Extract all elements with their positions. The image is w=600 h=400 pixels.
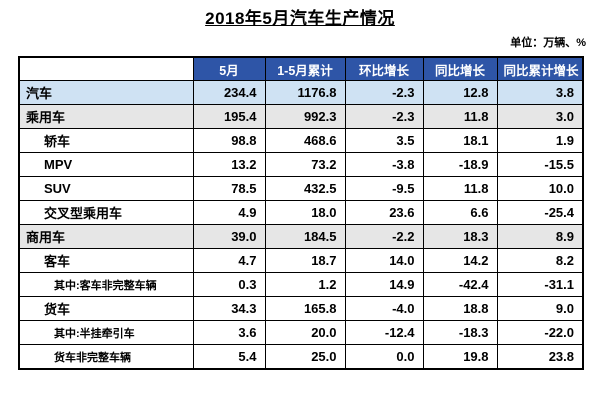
cell-ytd-yoy: -15.5 xyxy=(496,152,584,177)
cell-yoy: -18.9 xyxy=(422,152,498,177)
cell-yoy: 6.6 xyxy=(422,200,498,225)
table-row: 汽车 234.4 1176.8 -2.3 12.8 3.8 xyxy=(18,80,584,105)
cell-yoy: 18.8 xyxy=(422,296,498,321)
row-label: 汽车 xyxy=(18,80,194,105)
row-label: 其中:客车非完整车辆 xyxy=(18,272,194,297)
cell-may: 234.4 xyxy=(192,80,266,105)
row-label: 轿车 xyxy=(18,128,194,153)
column-header-ytd: 1-5月累计 xyxy=(264,56,346,81)
table-row: 货车非完整车辆 5.4 25.0 0.0 19.8 23.8 xyxy=(18,344,584,370)
cell-mom: -4.0 xyxy=(344,296,424,321)
cell-ytd: 1176.8 xyxy=(264,80,346,105)
cell-ytd-yoy: -25.4 xyxy=(496,200,584,225)
cell-mom: -2.3 xyxy=(344,104,424,129)
cell-mom: -12.4 xyxy=(344,320,424,345)
header-row: 5月 1-5月累计 环比增长 同比增长 同比累计增长 xyxy=(18,56,584,81)
column-header-may: 5月 xyxy=(192,56,266,81)
cell-ytd-yoy: 3.0 xyxy=(496,104,584,129)
table-row: SUV 78.5 432.5 -9.5 11.8 10.0 xyxy=(18,176,584,201)
cell-ytd-yoy: 8.2 xyxy=(496,248,584,273)
table-row: 乘用车 195.4 992.3 -2.3 11.8 3.0 xyxy=(18,104,584,129)
cell-may: 39.0 xyxy=(192,224,266,249)
row-label: 乘用车 xyxy=(18,104,194,129)
cell-may: 4.7 xyxy=(192,248,266,273)
column-header-mom: 环比增长 xyxy=(344,56,424,81)
row-label: 交叉型乘用车 xyxy=(18,200,194,225)
cell-ytd: 432.5 xyxy=(264,176,346,201)
cell-ytd-yoy: 23.8 xyxy=(496,344,584,370)
cell-yoy: 11.8 xyxy=(422,176,498,201)
cell-ytd-yoy: 9.0 xyxy=(496,296,584,321)
cell-ytd: 1.2 xyxy=(264,272,346,297)
cell-mom: -9.5 xyxy=(344,176,424,201)
cell-ytd: 18.7 xyxy=(264,248,346,273)
cell-yoy: -18.3 xyxy=(422,320,498,345)
column-header-ytd-yoy: 同比累计增长 xyxy=(496,56,584,81)
cell-ytd: 25.0 xyxy=(264,344,346,370)
cell-yoy: 14.2 xyxy=(422,248,498,273)
cell-yoy: -42.4 xyxy=(422,272,498,297)
cell-may: 195.4 xyxy=(192,104,266,129)
unit-label: 单位：万辆、% xyxy=(510,37,586,49)
table-row: 客车 4.7 18.7 14.0 14.2 8.2 xyxy=(18,248,584,273)
cell-ytd-yoy: 10.0 xyxy=(496,176,584,201)
cell-mom: 3.5 xyxy=(344,128,424,153)
cell-yoy: 12.8 xyxy=(422,80,498,105)
cell-yoy: 18.1 xyxy=(422,128,498,153)
cell-yoy: 18.3 xyxy=(422,224,498,249)
cell-ytd: 20.0 xyxy=(264,320,346,345)
cell-ytd: 73.2 xyxy=(264,152,346,177)
cell-may: 3.6 xyxy=(192,320,266,345)
column-header-blank xyxy=(18,56,194,81)
cell-mom: 23.6 xyxy=(344,200,424,225)
cell-mom: -3.8 xyxy=(344,152,424,177)
cell-ytd: 165.8 xyxy=(264,296,346,321)
row-label: SUV xyxy=(18,176,194,201)
row-label: 客车 xyxy=(18,248,194,273)
table-row: 货车 34.3 165.8 -4.0 18.8 9.0 xyxy=(18,296,584,321)
production-table: 5月 1-5月累计 环比增长 同比增长 同比累计增长 汽车 234.4 1176.8… xyxy=(18,56,584,370)
cell-ytd: 992.3 xyxy=(264,104,346,129)
column-header-yoy: 同比增长 xyxy=(422,56,498,81)
cell-may: 34.3 xyxy=(192,296,266,321)
cell-ytd-yoy: 8.9 xyxy=(496,224,584,249)
page-title: 2018年5月汽车生产情况 xyxy=(205,9,395,28)
cell-may: 4.9 xyxy=(192,200,266,225)
cell-ytd-yoy: 3.8 xyxy=(496,80,584,105)
cell-yoy: 11.8 xyxy=(422,104,498,129)
cell-may: 13.2 xyxy=(192,152,266,177)
cell-ytd-yoy: -22.0 xyxy=(496,320,584,345)
cell-may: 98.8 xyxy=(192,128,266,153)
cell-may: 78.5 xyxy=(192,176,266,201)
row-label: 其中:半挂牵引车 xyxy=(18,320,194,345)
cell-ytd: 184.5 xyxy=(264,224,346,249)
cell-mom: 14.0 xyxy=(344,248,424,273)
cell-mom: 0.0 xyxy=(344,344,424,370)
cell-mom: -2.2 xyxy=(344,224,424,249)
cell-ytd-yoy: 1.9 xyxy=(496,128,584,153)
cell-yoy: 19.8 xyxy=(422,344,498,370)
cell-ytd-yoy: -31.1 xyxy=(496,272,584,297)
cell-mom: -2.3 xyxy=(344,80,424,105)
cell-ytd: 468.6 xyxy=(264,128,346,153)
row-label: 商用车 xyxy=(18,224,194,249)
table-row: 商用车 39.0 184.5 -2.2 18.3 8.9 xyxy=(18,224,584,249)
cell-ytd: 18.0 xyxy=(264,200,346,225)
table-row: 其中:客车非完整车辆 0.3 1.2 14.9 -42.4 -31.1 xyxy=(18,272,584,297)
table-row: 轿车 98.8 468.6 3.5 18.1 1.9 xyxy=(18,128,584,153)
cell-may: 5.4 xyxy=(192,344,266,370)
cell-mom: 14.9 xyxy=(344,272,424,297)
row-label: 货车非完整车辆 xyxy=(18,344,194,370)
row-label: MPV xyxy=(18,152,194,177)
cell-may: 0.3 xyxy=(192,272,266,297)
table-row: 其中:半挂牵引车 3.6 20.0 -12.4 -18.3 -22.0 xyxy=(18,320,584,345)
row-label: 货车 xyxy=(18,296,194,321)
table-row: MPV 13.2 73.2 -3.8 -18.9 -15.5 xyxy=(18,152,584,177)
table-row: 交叉型乘用车 4.9 18.0 23.6 6.6 -25.4 xyxy=(18,200,584,225)
